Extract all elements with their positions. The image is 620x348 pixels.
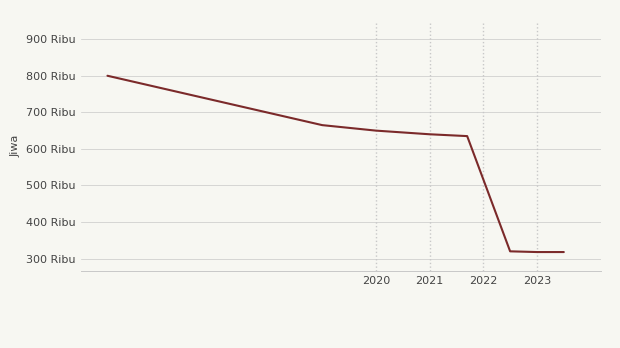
- Papua: [372, 128, 379, 133]
- Y-axis label: Jiwa: Jiwa: [11, 135, 20, 157]
- Papua: [560, 250, 567, 254]
- Papua: [507, 249, 514, 253]
- Papua: [426, 132, 433, 136]
- Line: Papua: Papua: [107, 76, 564, 252]
- Papua: [319, 123, 326, 127]
- Papua: [104, 74, 111, 78]
- Papua: [464, 134, 471, 138]
- Papua: [533, 250, 541, 254]
